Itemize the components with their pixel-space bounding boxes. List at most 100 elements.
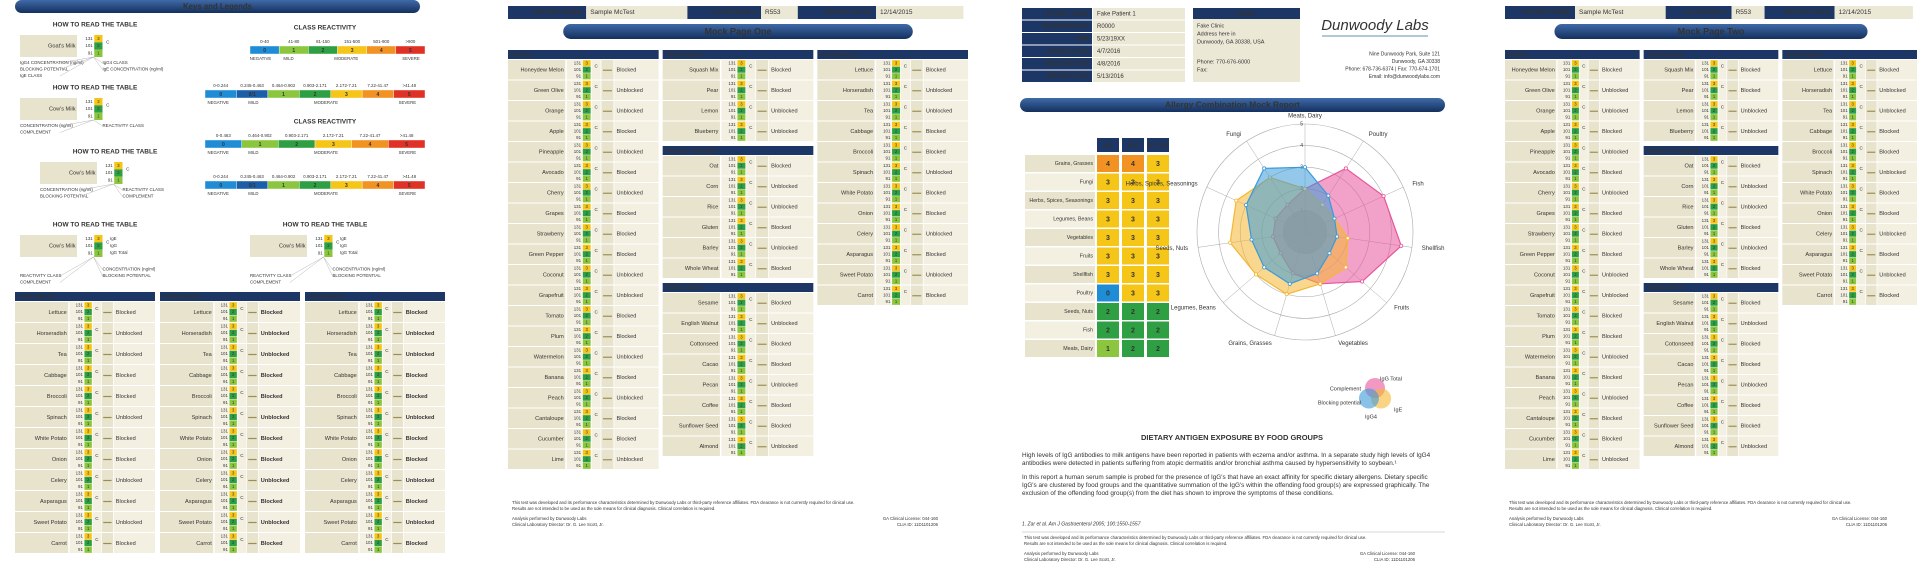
food-name: Onion bbox=[858, 211, 873, 217]
table-row-label: Poultry bbox=[1077, 290, 1094, 296]
class-value: 2 bbox=[1156, 327, 1160, 334]
concentration: 101 bbox=[574, 415, 582, 420]
class-number: 1 bbox=[87, 400, 90, 405]
class-number: 1 bbox=[87, 526, 90, 531]
status: Blocked bbox=[616, 170, 636, 176]
note: IgG Total bbox=[110, 250, 128, 255]
concentration: 101 bbox=[883, 128, 891, 133]
status: Unblocked bbox=[261, 478, 290, 484]
status: Unblocked bbox=[1879, 88, 1905, 94]
concentration: 91 bbox=[223, 358, 228, 363]
food-name: Watermelon bbox=[1525, 355, 1555, 361]
table-col-label: IgE bbox=[1104, 142, 1112, 148]
range-label: 0.464-0.902 bbox=[272, 174, 296, 179]
status: Unblocked bbox=[616, 273, 642, 279]
status: Blocked bbox=[1741, 301, 1761, 307]
name-cell bbox=[305, 428, 359, 448]
concentration: 101 bbox=[883, 67, 891, 72]
concentration: 131 bbox=[728, 81, 736, 86]
concentration: 91 bbox=[223, 421, 228, 426]
concentration: 91 bbox=[1704, 114, 1709, 119]
status: Blocked bbox=[616, 437, 636, 443]
class-number: 3 bbox=[232, 470, 235, 475]
concentration: 131 bbox=[883, 224, 891, 229]
food-name: White Potato bbox=[841, 191, 873, 197]
class-number: 3 bbox=[232, 323, 235, 328]
status-cell bbox=[113, 365, 155, 385]
class-number: 1 bbox=[377, 379, 380, 384]
concentration: 101 bbox=[1563, 436, 1571, 441]
complement: C bbox=[95, 369, 99, 374]
status: Blocked bbox=[616, 68, 636, 74]
class-box bbox=[324, 235, 333, 243]
concentration: 101 bbox=[221, 435, 229, 440]
concentration: 101 bbox=[1563, 67, 1571, 72]
class-number: 3 bbox=[87, 344, 90, 349]
note: COMPLEMENT bbox=[20, 280, 51, 285]
concentration: 91 bbox=[731, 347, 736, 352]
concentration: 101 bbox=[1563, 456, 1571, 461]
food-name: Celery bbox=[341, 478, 357, 484]
disclaimer: Results are not intended to be used as t… bbox=[512, 506, 716, 511]
class-number: 1 bbox=[377, 442, 380, 447]
complement: C bbox=[106, 40, 110, 45]
status-cell bbox=[113, 428, 155, 448]
complement: C bbox=[95, 411, 99, 416]
class-number: 2 bbox=[87, 372, 90, 377]
concentration: 131 bbox=[728, 355, 736, 360]
concentration: 131 bbox=[883, 204, 891, 209]
radar-point bbox=[1327, 251, 1332, 256]
class-number: 3 bbox=[232, 344, 235, 349]
name-cell bbox=[160, 386, 214, 406]
class-number: 3 bbox=[377, 407, 380, 412]
food-name: Onion bbox=[52, 457, 67, 463]
food-name: Asparagus bbox=[40, 499, 67, 505]
status: Unblocked bbox=[1879, 232, 1905, 238]
status: Blocked bbox=[616, 375, 636, 381]
class-box bbox=[374, 336, 383, 344]
complement: C bbox=[240, 516, 244, 521]
reference: 1. Zar et al. Am J Gastroenterol 2005; 1… bbox=[1022, 521, 1141, 527]
section-heading: DIETARY ANTIGEN EXPOSURE BY FOOD GROUPS bbox=[1141, 433, 1323, 442]
concentration: 131 bbox=[1702, 81, 1710, 86]
section-title: VEGETABLES bbox=[163, 294, 200, 300]
concentration: 91 bbox=[576, 73, 581, 78]
food-name: Coffee bbox=[1677, 403, 1693, 409]
concentration: 91 bbox=[223, 526, 228, 531]
class-box bbox=[84, 441, 93, 449]
concentration: 101 bbox=[574, 67, 582, 72]
concentration: 91 bbox=[576, 155, 581, 160]
class-value: 3 bbox=[1106, 198, 1110, 205]
concentration: 101 bbox=[574, 292, 582, 297]
complement: C bbox=[95, 306, 99, 311]
section-header bbox=[305, 292, 445, 301]
class-box bbox=[84, 546, 93, 554]
range-label: 41-80 bbox=[288, 39, 300, 44]
concentration: 101 bbox=[76, 330, 84, 335]
class-value: 0 bbox=[1106, 290, 1110, 297]
severity: NEGATIVE bbox=[250, 56, 272, 61]
class-number: 3 bbox=[87, 491, 90, 496]
concentration: 101 bbox=[1563, 395, 1571, 400]
concentration: 101 bbox=[1840, 190, 1848, 195]
class-value: 2 bbox=[1156, 309, 1160, 316]
food-name: Lettuce bbox=[855, 68, 873, 74]
class-box bbox=[374, 378, 383, 386]
concentration: 101 bbox=[728, 163, 736, 168]
range-label: 0.245-0.463 bbox=[240, 174, 264, 179]
status: Blocked bbox=[406, 394, 428, 400]
range-label: 0-0.244 bbox=[213, 83, 228, 88]
example-food: Cow's Milk bbox=[279, 243, 306, 249]
status: Blocked bbox=[406, 436, 428, 442]
concentration: 91 bbox=[1565, 237, 1570, 242]
status: Unblocked bbox=[926, 170, 952, 176]
class-number: 1 bbox=[377, 547, 380, 552]
class-box bbox=[84, 315, 93, 323]
concentration: 91 bbox=[886, 155, 891, 160]
status: Blocked bbox=[1602, 437, 1622, 443]
food-name: Coffee bbox=[702, 403, 718, 409]
food-name: Plum bbox=[1542, 334, 1555, 340]
class-number: 2 bbox=[97, 106, 100, 111]
food-name: Gluten bbox=[702, 225, 718, 231]
